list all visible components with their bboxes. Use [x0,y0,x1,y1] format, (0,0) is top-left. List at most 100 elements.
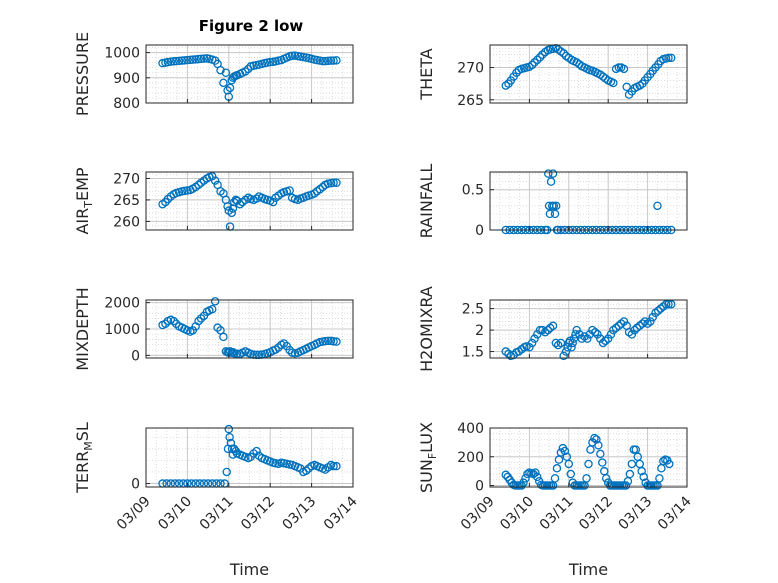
data-point [551,201,561,211]
data-point [301,466,311,476]
data-point [606,330,616,339]
data-point [664,300,673,309]
data-point [666,300,676,309]
data-point [252,446,261,456]
data-point [619,317,629,326]
y-axis-label-tail: EMP [73,167,92,201]
data-point [585,330,594,339]
y-axis-label: PRESSURE [73,32,92,116]
y-axis-label-main: MIXDEPTH [73,287,92,370]
data-point [583,334,592,343]
y-axis-label-main: AIR [73,208,92,235]
data-point [207,172,217,181]
axes-box [145,44,354,104]
axes-box [489,171,688,231]
data-point [550,209,560,219]
data-point [627,330,637,339]
y-tick-label: 0.5 [462,183,484,199]
data-point [329,337,338,346]
data-point [527,60,537,70]
data-point [561,347,571,356]
data-point [329,178,338,187]
y-tick-label: 265 [113,193,140,209]
data-point [556,448,566,457]
data-point [180,56,189,65]
y-tick-label: 270 [113,171,140,187]
data-point [625,469,635,479]
data-point [329,56,338,65]
data-point [329,461,338,471]
data-point [174,56,184,66]
data-point [552,464,562,473]
data-point [592,435,601,444]
data-point [332,337,341,346]
data-point [318,56,328,66]
data-point [533,472,542,482]
y-tick-label: 200 [457,450,484,466]
data-point [544,169,553,178]
data-point [523,469,532,479]
data-point [535,52,545,62]
data-point [183,55,192,65]
data-point [661,300,671,309]
data-point [546,177,556,186]
data-point [596,334,605,343]
y-tick-label: 400 [457,421,484,437]
data-point [171,56,181,66]
axes-background [490,428,687,487]
data-point [545,209,555,219]
data-point [549,201,559,211]
data-point [567,343,576,352]
data-point [265,57,275,67]
subplot-5: 0 1000 2000 MIXDEPTH [73,287,354,371]
y-axis-label: SUNFLUX [417,422,439,493]
data-point [538,50,547,59]
data-point [566,469,576,479]
data-point [268,197,278,207]
axes-box [145,171,354,231]
data-point [219,78,228,88]
data-point [188,55,198,64]
data-point [535,325,545,335]
data-point [196,54,206,64]
data-point [199,54,209,63]
data-point [593,330,602,339]
data-point [666,53,676,63]
y-axis-label-tail: SL [73,422,92,441]
data-point [222,467,231,477]
subplot-6: 1.5 2 2.5 H2OMIXRA [417,286,688,372]
y-axis-label-main: SUN [417,459,436,493]
data-point [596,449,605,459]
data-point [194,180,203,190]
data-point [637,466,646,476]
subplot-3: 260 265 270 AIRTEMP [73,167,354,235]
data-point [627,459,637,469]
data-point [332,56,341,65]
y-axis-label-main: PRESSURE [73,32,92,116]
axes-box [489,44,688,104]
data-point [598,338,608,348]
data-point [326,56,336,65]
data-point [582,474,591,483]
y-tick-label: 0 [475,223,484,239]
data-point [533,330,542,339]
data-point [638,319,647,328]
data-point [323,179,333,188]
data-point [648,312,657,322]
data-point [614,63,624,72]
y-axis-label-subscript: M [82,441,95,451]
y-tick-label: 1.5 [462,345,484,361]
data-point [225,83,235,93]
data-point [287,51,297,61]
data-point [321,56,330,66]
y-axis-label-subscript: F [426,453,439,459]
subplot-4: 0 0.5 RAINFALL [417,164,688,239]
y-axis-label-main: THETA [417,48,436,100]
y-tick-label: 1000 [104,322,140,338]
data-point [655,474,664,483]
data-point [594,441,603,450]
axes-container: 800 900 1000 PRESSURE 265 270 THETA 260 265 270 AI… [73,32,695,579]
y-axis-label: TERRMSL [73,422,95,494]
y-tick-label: 2 [475,323,484,339]
